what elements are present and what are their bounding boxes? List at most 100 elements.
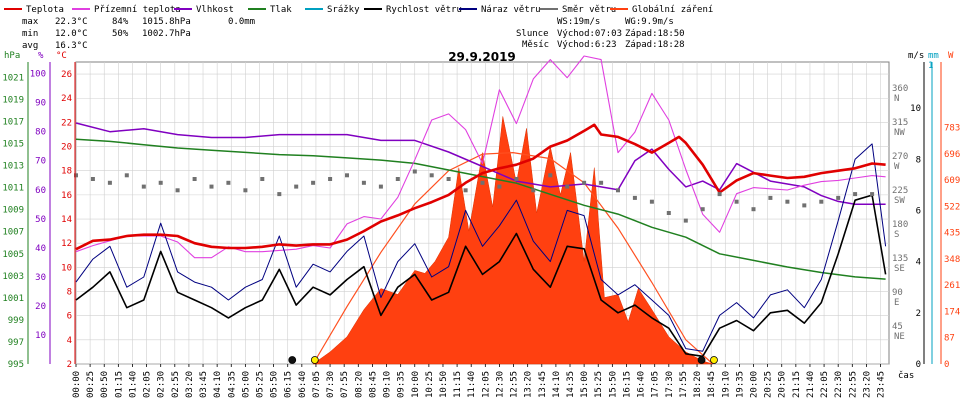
time-tick-label: 17:05	[651, 371, 661, 398]
sunset-marker	[710, 356, 718, 364]
tick-dir-deg: 270	[892, 152, 908, 162]
time-tick-label: 14:35	[566, 371, 576, 398]
time-tick-label: 18:45	[707, 371, 717, 398]
time-tick-label: 20:00	[750, 371, 760, 398]
tick-dir-deg: 360	[892, 84, 908, 94]
time-tick-label: 03:20	[185, 371, 195, 398]
tick-hpa: 999	[8, 316, 24, 326]
tick-ms: 4	[916, 258, 921, 268]
legend-label: Srážky	[327, 5, 360, 15]
wind-dir-point	[683, 218, 688, 223]
wind-dir-point	[785, 199, 790, 204]
tick-dir-deg: 180	[892, 220, 908, 230]
wind-dir-point	[768, 195, 773, 200]
time-tick-label: 20:25	[764, 371, 774, 398]
tick-pct: 40	[35, 244, 46, 254]
stats-block: max 22.3°C 84% 1015.8hPa 0.0mm min 12.0°…	[22, 17, 255, 51]
wind-dir-point	[294, 184, 299, 189]
time-tick-label: 12:05	[481, 371, 491, 398]
wind-dir-point	[531, 188, 536, 193]
tick-ms: 10	[910, 104, 921, 114]
left-axes: 9959979991001100310051007100910111013101…	[2, 62, 76, 370]
series-temperature	[75, 123, 886, 251]
tick-dir-label: S	[894, 230, 899, 240]
tick-ms: 6	[916, 206, 921, 216]
tick-w: 87	[944, 334, 955, 344]
tick-dir-label: E	[894, 298, 899, 308]
sun-set: Západ:18:50	[625, 29, 685, 39]
series-wind-gust	[75, 143, 887, 352]
series-ground-temp	[75, 55, 886, 259]
moon-set: Západ:18:28	[625, 40, 685, 50]
tick-dir-label: SW	[894, 196, 905, 206]
tick-hpa: 997	[8, 338, 24, 348]
time-unit: čas	[898, 370, 914, 381]
tick-pct: 10	[35, 331, 46, 341]
wind-dir-point	[124, 173, 129, 178]
tick-c: 8	[67, 288, 72, 298]
tick-w: 522	[944, 202, 960, 212]
wind-dir-point	[226, 180, 231, 185]
time-tick-label: 15:50	[608, 371, 618, 398]
tick-w: 696	[944, 150, 960, 160]
stat-max-hum: 84%	[112, 17, 129, 27]
tick-c: 16	[61, 191, 72, 201]
tick-hpa: 1017	[2, 118, 24, 128]
tick-pct: 70	[35, 157, 46, 167]
tick-dir-deg: 315	[892, 118, 908, 128]
tick-c: 4	[67, 336, 72, 346]
wind-dir-point	[277, 192, 282, 197]
wind-gust-max: WG:9.9m/s	[625, 17, 674, 27]
tick-pct: 100	[30, 70, 46, 80]
tick-hpa: 1013	[2, 162, 24, 172]
time-tick-label: 11:15	[453, 371, 463, 398]
time-tick-label: 08:20	[354, 371, 364, 398]
time-tick-label: 07:05	[312, 371, 322, 398]
time-tick-label: 22:30	[834, 371, 844, 398]
wind-dir-point	[853, 192, 858, 197]
wind-dir-point	[649, 199, 654, 204]
tick-pct: 20	[35, 302, 46, 312]
wind-dir-point	[582, 180, 587, 185]
wind-dir-point	[446, 177, 451, 181]
time-tick-label: 05:25	[255, 371, 265, 398]
mm-unit: mm	[928, 51, 939, 61]
tick-dir-label: W	[894, 162, 900, 172]
tick-w: 609	[944, 176, 960, 186]
wind-dir-point	[395, 177, 400, 181]
time-tick-label: 11:40	[467, 371, 477, 398]
wind-dir-point	[819, 199, 824, 204]
tick-ms: 0	[916, 360, 921, 370]
tick-c: 24	[61, 94, 72, 104]
chart-title: 29.9.2019	[448, 50, 516, 64]
time-tick-label: 23:20	[862, 371, 872, 398]
wind-dir-point	[632, 195, 637, 200]
wind-dir-point	[565, 184, 570, 189]
moon-rise: Východ:6:23	[557, 40, 617, 50]
wind-dir-point	[107, 180, 112, 185]
wind-dir-point	[209, 184, 214, 189]
time-tick-label: 00:25	[86, 371, 96, 398]
moon-label: Měsíc	[522, 40, 549, 50]
w-unit: W	[948, 51, 954, 61]
wind-speed-max: WS:19m/s	[557, 17, 600, 27]
time-tick-label: 00:00	[72, 371, 82, 398]
moonrise-marker	[288, 356, 297, 364]
tick-pct: 60	[35, 186, 46, 196]
wind-dir-point	[378, 184, 383, 189]
moonset-marker	[697, 356, 706, 364]
time-tick-label: 15:25	[594, 371, 604, 398]
tick-mm: 1	[928, 61, 933, 71]
time-tick-label: 20:50	[778, 371, 788, 398]
time-tick-label: 15:00	[580, 371, 590, 398]
sunrise-marker	[310, 356, 319, 364]
time-tick-label: 12:55	[510, 371, 520, 398]
wind-dir-point	[751, 207, 756, 212]
time-tick-label: 06:15	[284, 371, 294, 398]
time-tick-label: 08:45	[368, 371, 378, 398]
wind-dir-point	[870, 192, 875, 197]
stat-min-temp: 12.0°C	[55, 29, 88, 39]
tick-hpa: 1019	[2, 95, 24, 105]
wind-dir-point	[175, 188, 180, 193]
